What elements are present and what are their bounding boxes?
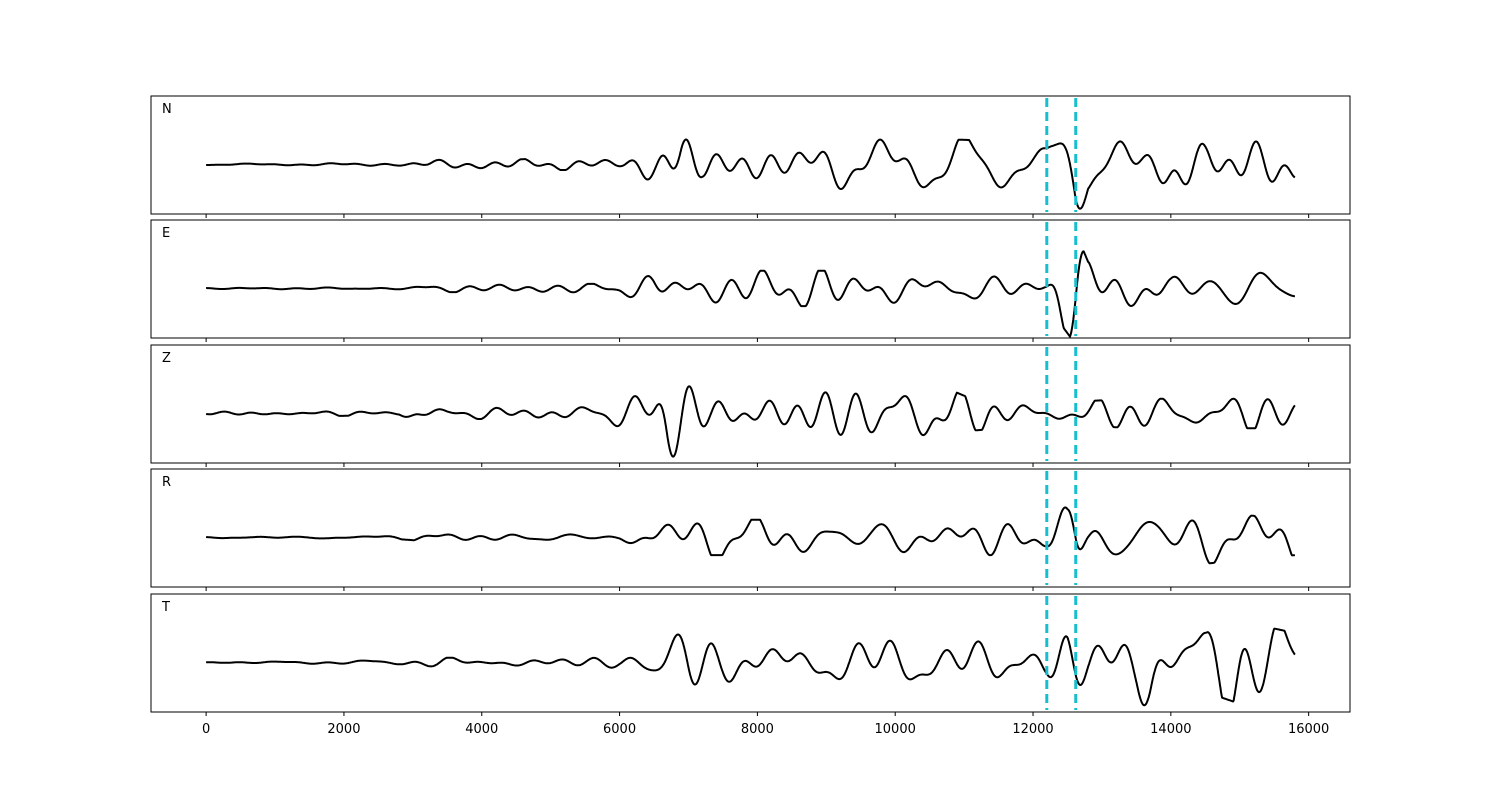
panel-r: R bbox=[150, 468, 1351, 591]
trace-z bbox=[205, 385, 1296, 458]
x-tick-label: 4000 bbox=[465, 722, 498, 737]
x-tick-label: 0 bbox=[202, 722, 210, 737]
trace-n bbox=[205, 138, 1296, 210]
trace-r bbox=[205, 506, 1296, 565]
panel-z: Z bbox=[150, 344, 1351, 467]
x-tick-label: 12000 bbox=[1012, 722, 1053, 737]
panel-frame bbox=[150, 468, 1351, 588]
panel-label: E bbox=[162, 226, 170, 241]
x-tick-label: 6000 bbox=[603, 722, 636, 737]
panel-frame bbox=[150, 219, 1351, 339]
trace-panels: N E Z R T bbox=[150, 95, 1351, 716]
panel-e: E bbox=[150, 219, 1351, 342]
x-tick-label: 8000 bbox=[741, 722, 774, 737]
panel-frame bbox=[150, 344, 1351, 464]
panel-frame bbox=[150, 95, 1351, 215]
panel-label: R bbox=[162, 475, 171, 490]
panel-t: T bbox=[150, 593, 1351, 716]
x-axis: 0 2000 4000 6000 8000 10000 12000 14000 16000 bbox=[202, 722, 1329, 737]
panel-n: N bbox=[150, 95, 1351, 218]
trace-e bbox=[205, 250, 1296, 338]
x-tick-label: 10000 bbox=[875, 722, 916, 737]
panel-frame bbox=[150, 593, 1351, 713]
x-tick-label: 16000 bbox=[1288, 722, 1329, 737]
panel-label: Z bbox=[162, 351, 171, 366]
trace-t bbox=[205, 627, 1296, 707]
x-tick-label: 2000 bbox=[327, 722, 360, 737]
panel-label: T bbox=[161, 600, 170, 615]
panel-label: N bbox=[162, 102, 172, 117]
x-tick-label: 14000 bbox=[1150, 722, 1191, 737]
